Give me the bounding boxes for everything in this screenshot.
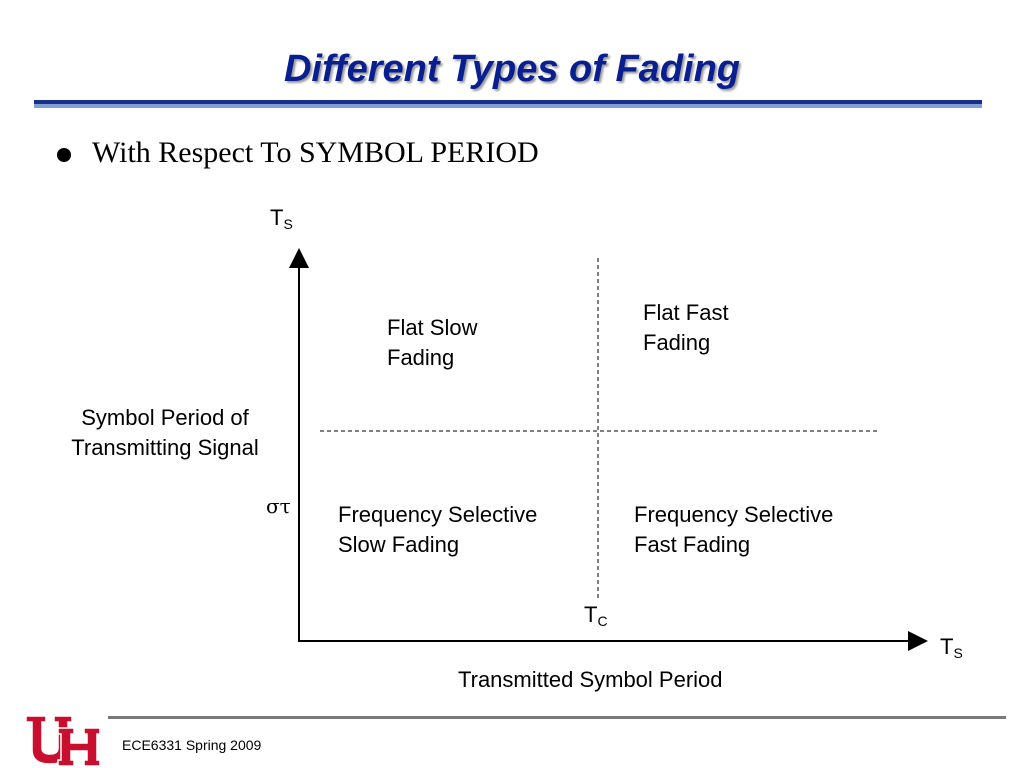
sigma-tau-label: στ [266, 494, 291, 518]
bullet-dot [57, 148, 71, 162]
footer-rule [108, 716, 1006, 719]
y-axis-label: Symbol Period of Transmitting Signal [71, 405, 259, 460]
footer-text: ECE6331 Spring 2009 [122, 737, 262, 753]
y-axis-symbol: TS [270, 205, 293, 232]
title-underline [34, 100, 982, 108]
quadrant-flat-fast: Flat Fast Fading [643, 300, 729, 355]
bullet-text: With Respect To SYMBOL PERIOD [92, 136, 539, 169]
quadrant-freq-selective-slow: Frequency Selective Slow Fading [338, 502, 538, 557]
x-axis-tc-symbol: TC [584, 602, 608, 629]
quadrant-freq-selective-fast: Frequency Selective Fast Fading [634, 502, 834, 557]
slide-title: Different Types of Fading [283, 48, 741, 90]
x-axis-end-symbol: TS [940, 634, 963, 661]
uh-logo-icon [25, 715, 101, 767]
x-axis-label: Transmitted Symbol Period [458, 667, 723, 692]
quadrant-flat-slow: Flat Slow Fading [387, 315, 478, 370]
